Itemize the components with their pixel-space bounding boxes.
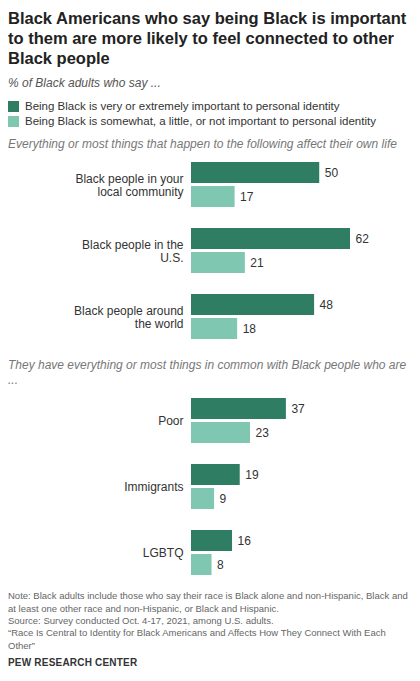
svg-text:18: 18 [243,322,257,336]
html-text:Black Americans who say being: Black Americans who say being Black is i… [8,9,407,68]
svg-text:16: 16 [238,534,252,548]
svg-text:Black people aroundthe world: Black people aroundthe world [74,304,183,332]
svg-text:23: 23 [255,426,269,440]
svg-text:Black people in yourlocal comm: Black people in yourlocal community [75,172,183,200]
html-text:PEW RESEARCH CENTER: PEW RESEARCH CENTER [8,657,138,669]
html-text:Source: Survey conducted Oct.: Source: Survey conducted Oct. 4-17, 2021… [8,615,274,627]
svg-text:37: 37 [291,402,305,416]
html-text:They have everything or most t: They have everything or most things in c… [8,358,407,388]
html-text:Note: Black adults include tho: Note: Black adults include those who say… [8,590,408,614]
svg-text:8: 8 [217,558,224,572]
svg-text:50: 50 [325,166,339,180]
svg-text:Immigrants: Immigrants [124,481,183,495]
html-text:Everything or most things that: Everything or most things that happen to… [8,137,397,152]
svg-text:9: 9 [220,492,227,506]
html-text:Being Black is very or extreme: Being Black is very or extremely importa… [25,100,340,113]
svg-text:LGBTQ: LGBTQ [143,547,184,561]
svg-text:19: 19 [245,468,259,482]
html-text:“Race Is Central to Identity f: “Race Is Central to Identity for Black A… [8,627,386,651]
html-text:% of Black adults who say ...: % of Black adults who say ... [8,76,161,91]
svg-text:48: 48 [320,298,334,312]
svg-text:Black people in theU.S.: Black people in theU.S. [82,238,184,266]
svg-text:Poor: Poor [158,415,183,429]
svg-text:62: 62 [356,232,370,246]
html-text:Being Black is somewhat, a lit: Being Black is somewhat, a little, or no… [25,115,376,128]
svg-text:21: 21 [250,256,264,270]
svg-text:17: 17 [240,190,254,204]
